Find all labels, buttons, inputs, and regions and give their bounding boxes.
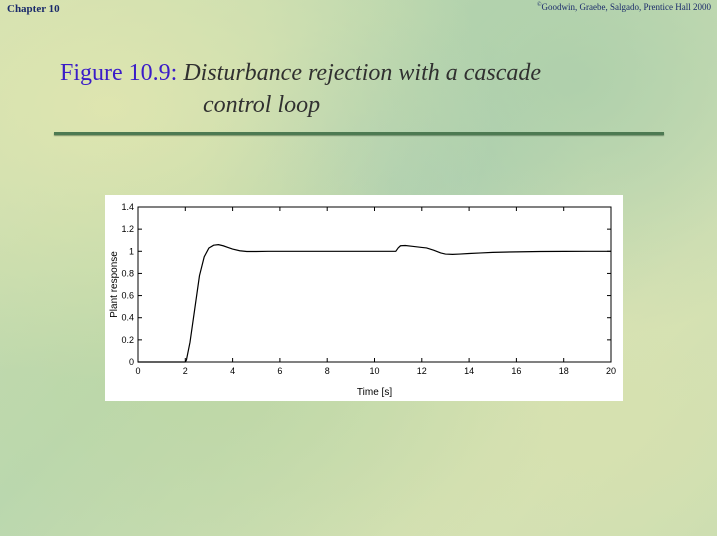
title-line-2: control loop [203, 92, 321, 118]
copyright-symbol: © [536, 2, 542, 8]
x-tick-label: 12 [417, 366, 427, 376]
title-line-1: Disturbance rejection with a cascade [183, 60, 542, 86]
x-axis-label: Time [s] [357, 387, 392, 398]
copyright-notice: ©Goodwin, Graebe, Salgado, Prentice Hall… [537, 2, 711, 12]
plant-response-line [138, 244, 611, 363]
title-divider [54, 132, 664, 135]
x-tick-label: 0 [135, 366, 140, 376]
x-tick-label: 20 [606, 366, 616, 376]
tick-labels: 0 2 4 6 8 10 12 14 16 18 20 0 0.2 0.4 0.6 0.8 1 1.2 1.4 [121, 202, 616, 376]
x-tick-label: 16 [511, 366, 521, 376]
x-tick-label: 14 [464, 366, 474, 376]
x-tick-label: 2 [183, 366, 188, 376]
y-tick-label: 1.2 [121, 224, 134, 234]
y-tick-label: 0.8 [121, 268, 134, 278]
x-tick-label: 4 [230, 366, 235, 376]
page-title: Figure 10.9: Disturbance rejection with … [60, 57, 680, 121]
y-tick-label: 0.2 [121, 335, 134, 345]
x-tick-label: 8 [325, 366, 330, 376]
plot-frame [137, 206, 612, 363]
y-tick-label: 0 [129, 357, 134, 367]
y-tick-label: 1 [129, 246, 134, 256]
figure-label: Figure 10.9: [60, 60, 178, 86]
y-tick-label: 1.4 [121, 202, 134, 212]
axes [137, 206, 612, 363]
ticks [137, 206, 612, 363]
plant-response-chart: 0 2 4 6 8 10 12 14 16 18 20 0 0.2 0.4 0.6 0.8 1 1.2 1.4 Ti… [109, 202, 616, 398]
y-tick-label: 0.4 [121, 313, 134, 323]
x-tick-label: 18 [559, 366, 569, 376]
y-axis-label: Plant response [109, 251, 120, 318]
y-tick-label: 0.6 [121, 291, 134, 301]
copyright-text: Goodwin, Graebe, Salgado, Prentice Hall … [541, 2, 711, 12]
x-tick-label: 10 [369, 366, 379, 376]
chapter-label: Chapter 10 [7, 3, 60, 15]
x-tick-label: 6 [277, 366, 282, 376]
series [138, 244, 611, 363]
plot-panel: 0 2 4 6 8 10 12 14 16 18 20 0 0.2 0.4 0.6 0.8 1 1.2 1.4 Ti… [105, 195, 623, 401]
